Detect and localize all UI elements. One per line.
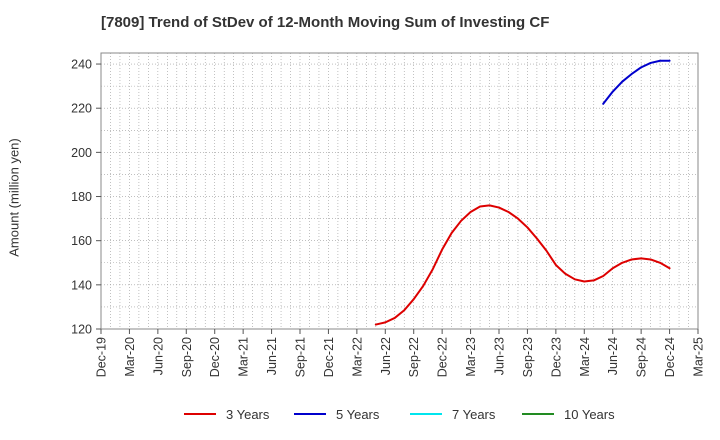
x-tick-label: Mar-23: [464, 337, 478, 377]
x-tick-label: Sep-20: [180, 337, 194, 377]
chart-title: [7809] Trend of StDev of 12-Month Moving…: [101, 14, 550, 31]
x-tick-label: Sep-23: [521, 337, 535, 377]
series-line-3-years: [374, 204, 671, 326]
legend-swatch-7-years: [410, 413, 442, 415]
x-tick-label: Dec-21: [322, 337, 336, 377]
plot-area: [100, 52, 699, 330]
legend-item-5-years: 5 Years: [294, 404, 379, 424]
legend-item-7-years: 7 Years: [410, 404, 495, 424]
y-tick-label: 180: [71, 190, 92, 204]
x-tick-label: Mar-21: [237, 337, 251, 377]
x-tick-label: Dec-22: [436, 337, 450, 377]
x-tick-label: Mar-20: [123, 337, 137, 377]
x-tick-label: Dec-23: [549, 337, 563, 377]
y-tick-label: 200: [71, 146, 92, 160]
y-tick-label: 240: [71, 58, 92, 72]
x-tick-label: Dec-24: [663, 337, 677, 377]
y-tick-label: 220: [71, 102, 92, 116]
legend-swatch-5-years: [294, 413, 326, 415]
legend: 3 Years 5 Years 7 Years 10 Years: [0, 404, 720, 424]
x-tick-label: Jun-22: [379, 337, 393, 375]
x-tick-label: Mar-24: [578, 337, 592, 377]
legend-item-3-years: 3 Years: [184, 404, 269, 424]
x-tick-label: Jun-24: [606, 337, 620, 375]
legend-label-3-years: 3 Years: [226, 406, 270, 422]
series-line-5-years: [602, 59, 671, 105]
x-tick-label: Jun-23: [493, 337, 507, 375]
legend-label-10-years: 10 Years: [564, 406, 615, 422]
legend-item-10-years: 10 Years: [522, 404, 615, 424]
legend-swatch-10-years: [522, 413, 554, 415]
grid-lines: [101, 53, 698, 329]
x-tick-label: Jun-21: [265, 337, 279, 375]
y-tick-label: 160: [71, 234, 92, 248]
x-tick-label: Mar-22: [350, 337, 364, 377]
y-tick-label: 120: [71, 323, 92, 337]
x-tick-label: Sep-21: [294, 337, 308, 377]
x-tick-label: Dec-19: [95, 337, 109, 377]
x-tick-label: Mar-25: [692, 337, 706, 377]
legend-swatch-3-years: [184, 413, 216, 415]
legend-label-7-years: 7 Years: [452, 406, 496, 422]
x-tick-label: Jun-20: [151, 337, 165, 375]
y-tick-label: 140: [71, 278, 92, 292]
legend-label-5-years: 5 Years: [336, 406, 380, 422]
x-tick-label: Dec-20: [208, 337, 222, 377]
series-lines: [374, 59, 671, 326]
x-tick-label: Sep-24: [635, 337, 649, 377]
x-tick-label: Sep-22: [407, 337, 421, 377]
axes: 120 140 160 180 200 220 240 Dec-19 Mar-20 Jun-20 S…: [71, 58, 705, 378]
